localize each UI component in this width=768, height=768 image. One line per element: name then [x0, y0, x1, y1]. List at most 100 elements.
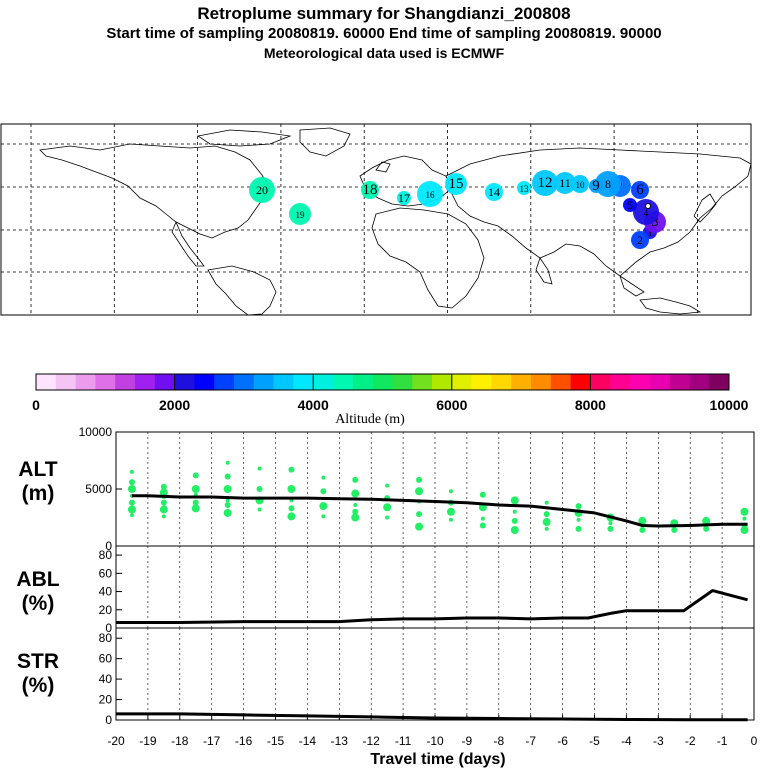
- y-axis-unit: (%): [22, 674, 55, 697]
- altitude-scatter-point: [415, 522, 424, 531]
- x-tick-label: -3: [653, 734, 664, 748]
- altitude-scatter-point: [638, 516, 647, 525]
- y-axis-unit: (%): [22, 592, 55, 615]
- altitude-scatter-point: [223, 485, 232, 493]
- map-frame: [0, 123, 752, 316]
- altitude-scatter-point: [383, 503, 392, 512]
- altitude-colorbar: 0 2000 4000 6000 8000 10000: [32, 373, 749, 413]
- y-tick-label: 20: [99, 603, 113, 617]
- altitude-scatter-point: [510, 496, 519, 505]
- sampling-times: Start time of sampling 20080819. 60000 E…: [106, 25, 662, 42]
- colorbar-segment: [194, 374, 215, 390]
- altitude-scatter-point: [702, 516, 711, 525]
- plume-point-label: 5: [627, 198, 633, 212]
- colorbar-tick-label: 10000: [710, 397, 749, 413]
- plume-point: [623, 198, 637, 212]
- colorbar-tick-label: 0: [32, 397, 40, 413]
- y-axis-label: ABL: [16, 568, 59, 591]
- altitude-scatter-point: [319, 502, 328, 511]
- colorbar-segment: [75, 374, 96, 390]
- plume-point: [485, 183, 503, 201]
- plume-point-label: 1: [648, 228, 653, 238]
- x-tick-label: -8: [493, 734, 504, 748]
- altitude-scatter-point: [480, 516, 485, 521]
- colorbar-segment: [214, 374, 235, 390]
- altitude-scatter-point: [511, 517, 518, 524]
- y-tick-label: 0: [105, 713, 112, 727]
- y-tick-label: 60: [99, 652, 113, 666]
- colorbar-segment: [511, 374, 532, 390]
- x-tick-label: -4: [621, 734, 632, 748]
- altitude-scatter-point: [129, 513, 134, 518]
- plume-point-label: 16: [426, 190, 436, 200]
- colorbar-segment: [36, 374, 57, 390]
- altitude-scatter-point: [191, 485, 200, 493]
- colorbar-segment: [550, 374, 571, 390]
- colorbar-segment: [372, 374, 393, 390]
- colorbar-tick-label: 4000: [298, 397, 329, 413]
- plume-point: [631, 231, 649, 249]
- altitude-scatter-point: [446, 507, 455, 516]
- colorbar-segment: [412, 374, 433, 390]
- altitude-scatter-point: [128, 479, 135, 486]
- altitude-scatter-point: [161, 514, 166, 519]
- altitude-scatter-point: [544, 526, 549, 531]
- y-tick-label: 5000: [85, 482, 112, 496]
- altitude-scatter-point: [192, 472, 199, 479]
- altitude-scatter-point: [128, 499, 135, 506]
- altitude-scatter-point: [225, 498, 230, 503]
- plume-point-label: 3: [651, 214, 659, 230]
- altitude-scatter-point: [639, 527, 646, 534]
- plume-point: [417, 181, 443, 207]
- altitude-scatter-point: [224, 473, 231, 480]
- altitude-scatter-point: [353, 502, 358, 507]
- colorbar-segment: [649, 374, 670, 390]
- altitude-scatter-point: [385, 483, 390, 488]
- x-tick-label: -2: [685, 734, 696, 748]
- y-tick-label: 60: [99, 566, 113, 580]
- colorbar-segment: [432, 374, 453, 390]
- receptor-marker: [645, 203, 651, 209]
- colorbar-segment: [174, 374, 195, 390]
- plume-point: [289, 203, 311, 225]
- x-tick-label: -18: [171, 734, 189, 748]
- altitude-scatter-point: [575, 503, 582, 510]
- plume-point-label: 12: [538, 175, 553, 191]
- colorbar-segment: [95, 374, 116, 390]
- altitude-scatter-point: [575, 525, 582, 532]
- series-line: [131, 494, 748, 528]
- altitude-scatter-point: [159, 505, 168, 514]
- altitude-scatter-point: [321, 514, 326, 519]
- coastlines: [39, 127, 752, 316]
- retroplume-points: 1234567891011121314151617181920: [249, 170, 666, 249]
- y-tick-label: 20: [99, 693, 113, 707]
- plume-point: [517, 181, 531, 195]
- plume-point-label: 4: [644, 208, 649, 218]
- plume-point: [532, 170, 558, 196]
- altitude-scatter-point: [288, 505, 295, 512]
- x-tick-label: -1: [717, 734, 728, 748]
- plume-point: [445, 173, 467, 195]
- y-tick-label: 40: [99, 585, 113, 599]
- x-tick-label: 0: [751, 734, 758, 748]
- plume-point: [554, 172, 576, 194]
- altitude-scatter-point: [703, 525, 710, 532]
- altitude-scatter-point: [740, 526, 749, 535]
- altitude-scatter-point: [479, 522, 486, 529]
- time-series-panels: 0500010000ALT(m)020406080ABL(%)020406080…: [16, 425, 757, 768]
- altitude-scatter-point: [320, 488, 327, 495]
- x-tick-label: -16: [235, 734, 253, 748]
- x-tick-label: -7: [525, 734, 536, 748]
- colorbar-segment: [590, 374, 611, 390]
- plume-point: [595, 171, 621, 197]
- world-map: 1234567891011121314151617181920: [0, 123, 752, 316]
- panel-abl: 0 20 40 60 80 ABL(%): [16, 545, 755, 635]
- altitude-scatter-point: [223, 508, 232, 517]
- colorbar-segment: [689, 374, 710, 390]
- plume-point: [249, 177, 275, 203]
- colorbar-segment: [392, 374, 413, 390]
- plume-point: [361, 181, 379, 199]
- altitude-scatter-point: [287, 512, 296, 521]
- x-tick-label: -5: [589, 734, 600, 748]
- plume-point-label: 19: [296, 210, 306, 220]
